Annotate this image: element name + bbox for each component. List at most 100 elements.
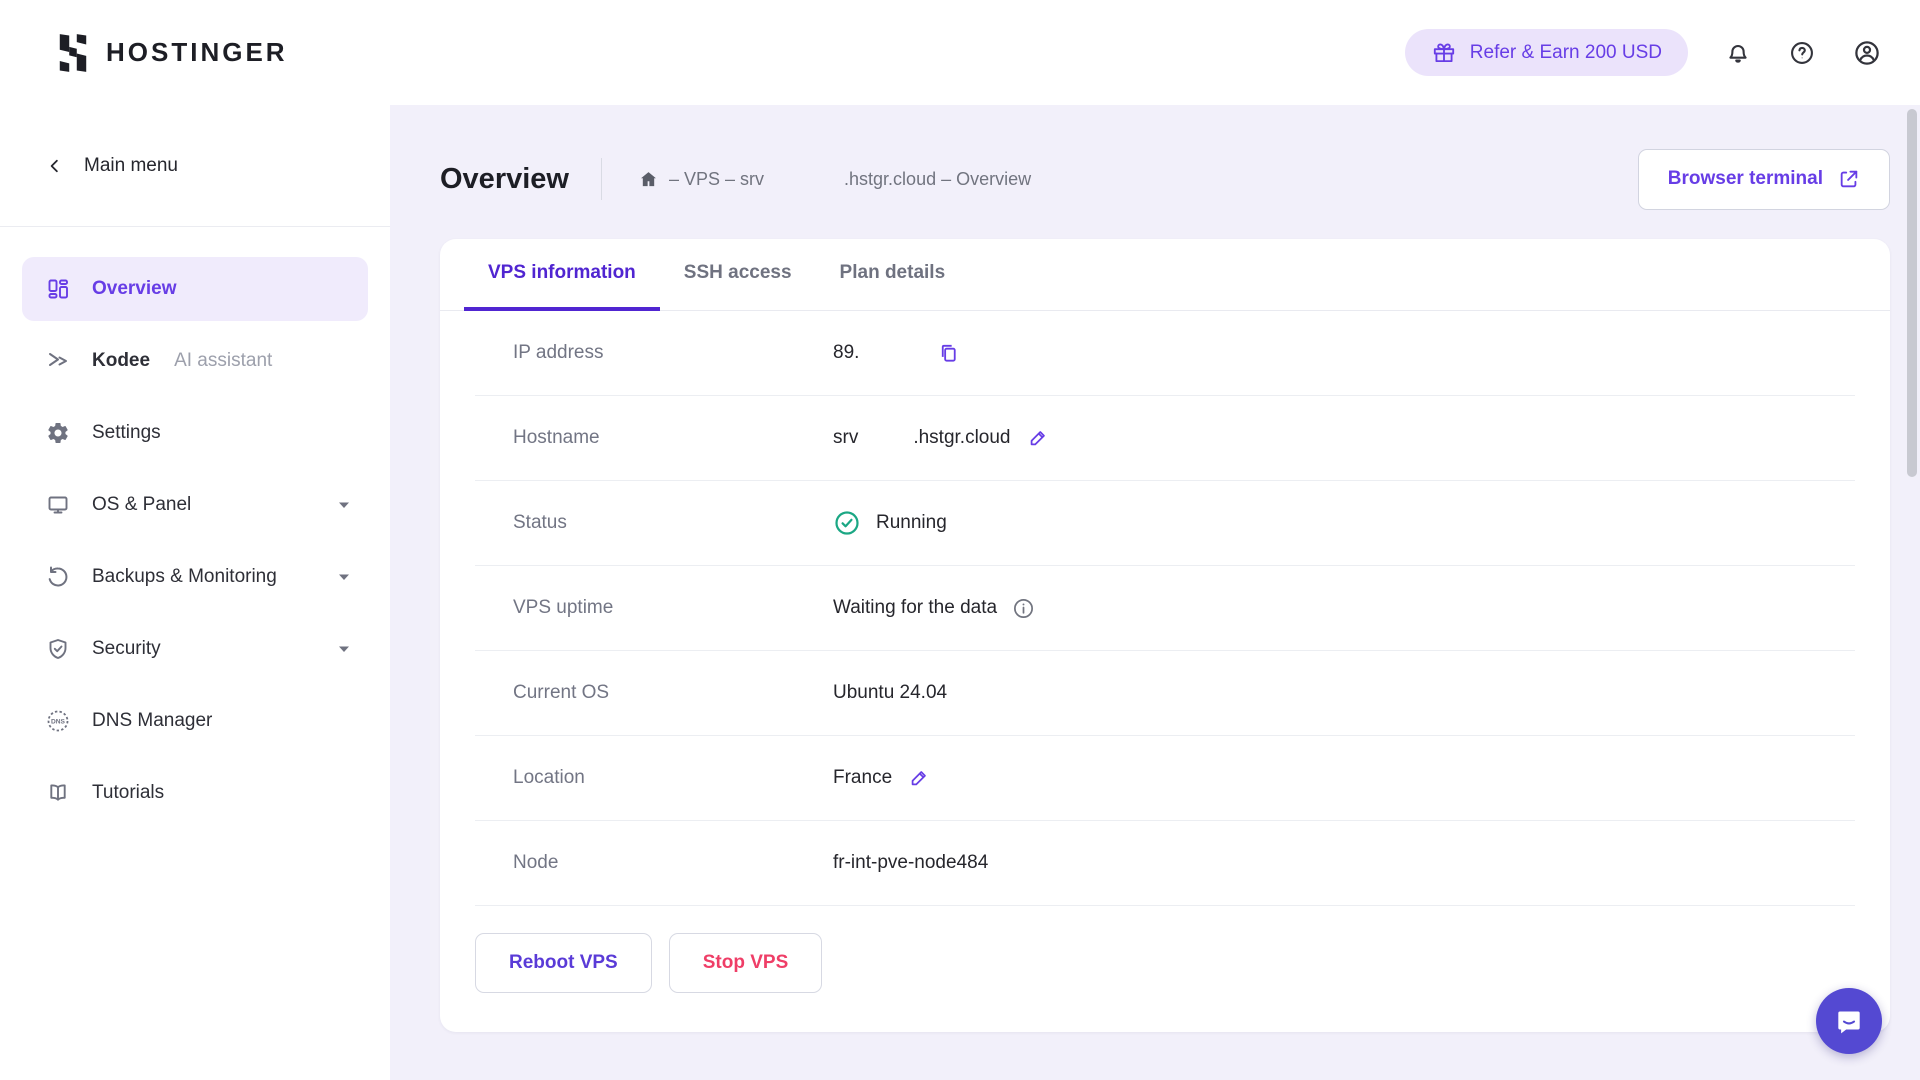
hostinger-logo[interactable]: HOSTINGER [56, 33, 288, 72]
sidebar-item-label: Security [92, 638, 161, 659]
tab-label: SSH access [683, 262, 792, 283]
tab-plan-details[interactable]: Plan details [816, 239, 970, 311]
tab-label: VPS information [488, 262, 636, 283]
row-label: Status [513, 512, 567, 533]
chevron-down-icon [338, 645, 350, 653]
browser-terminal-button[interactable]: Browser terminal [1637, 148, 1890, 210]
monitor-icon [46, 493, 70, 517]
info-icon[interactable] [1012, 597, 1035, 620]
row-current-os: Current OS Ubuntu 24.04 [475, 651, 1855, 736]
external-link-icon [1838, 168, 1860, 190]
main-content: Overview – VPS – srv .hstgr.cloud – Over… [390, 105, 1920, 1080]
sidebar-item-label: Tutorials [92, 782, 165, 803]
refer-earn-button[interactable]: Refer & Earn 200 USD [1404, 29, 1688, 76]
ip-address-value: 89. [833, 342, 860, 363]
sidebar-item-label: OS & Panel [92, 494, 192, 515]
tab-label: Plan details [839, 262, 946, 283]
help-button[interactable] [1788, 39, 1816, 67]
divider [600, 158, 602, 200]
row-label: IP address [513, 342, 604, 363]
sidebar-item-security[interactable]: Security [22, 617, 368, 681]
sidebar-item-kodee[interactable]: Kodee AI assistant [22, 329, 368, 393]
book-icon [46, 781, 70, 805]
page-title: Overview [440, 162, 569, 195]
profile-icon [1852, 38, 1882, 68]
uptime-value: Waiting for the data [833, 597, 998, 618]
sidebar-item-os-panel[interactable]: OS & Panel [22, 473, 368, 537]
refer-earn-label: Refer & Earn 200 USD [1469, 41, 1662, 63]
check-circle-icon [833, 509, 861, 537]
tabs: VPS information SSH access Plan details [440, 239, 1890, 311]
row-status: Status Running [475, 481, 1855, 566]
vps-info-card: VPS information SSH access Plan details … [440, 239, 1890, 1032]
sidebar-item-settings[interactable]: Settings [22, 401, 368, 465]
gift-icon [1431, 40, 1457, 66]
sidebar-item-label: Kodee [92, 350, 151, 371]
sidebar-item-label: DNS Manager [92, 710, 213, 731]
sidebar: Main menu Overview Kodee AI a [0, 105, 390, 1080]
dns-globe-icon: DNS [46, 709, 70, 733]
tab-vps-information[interactable]: VPS information [464, 239, 660, 311]
row-label: Location [513, 767, 585, 788]
hostname-suffix: .hstgr.cloud [913, 427, 1011, 448]
restore-icon [46, 565, 70, 589]
sidebar-item-sublabel: AI assistant [174, 350, 273, 371]
breadcrumb: – VPS – srv .hstgr.cloud – Overview [638, 169, 1031, 190]
row-label: Node [513, 852, 559, 873]
profile-button[interactable] [1852, 38, 1882, 68]
row-label: VPS uptime [513, 597, 614, 618]
sidebar-item-label: Backups & Monitoring [92, 566, 277, 587]
status-badge: Running [876, 512, 947, 533]
sidebar-item-label: Settings [92, 422, 161, 443]
svg-text:DNS: DNS [51, 719, 66, 726]
chat-bubble-icon [1831, 1003, 1867, 1039]
copy-icon[interactable] [937, 342, 960, 365]
stop-vps-button[interactable]: Stop VPS [668, 933, 823, 993]
breadcrumb-text-1: – VPS – srv [668, 168, 765, 189]
row-label: Current OS [513, 682, 610, 703]
sidebar-nav: Overview Kodee AI assistant Settings [0, 227, 390, 825]
browser-terminal-label: Browser terminal [1667, 168, 1823, 189]
node-value: fr-int-pve-node484 [833, 852, 989, 873]
top-header: HOSTINGER Refer & Earn 200 USD [0, 0, 1920, 105]
breadcrumb-text-2: .hstgr.cloud – Overview [844, 168, 1032, 189]
stop-vps-label: Stop VPS [702, 952, 789, 973]
row-node: Node fr-int-pve-node484 [475, 821, 1855, 906]
help-icon [1788, 39, 1816, 67]
edit-pencil-icon[interactable] [1027, 427, 1049, 449]
tab-ssh-access[interactable]: SSH access [660, 239, 816, 311]
row-hostname: Hostname srv .hstgr.cloud [475, 396, 1855, 481]
chevron-down-icon [338, 501, 350, 509]
bell-icon [1724, 39, 1752, 67]
sidebar-item-backups-monitoring[interactable]: Backups & Monitoring [22, 545, 368, 609]
brand-name: HOSTINGER [106, 37, 288, 67]
row-vps-uptime: VPS uptime Waiting for the data [475, 566, 1855, 651]
kodee-icon [46, 349, 70, 373]
sidebar-item-label: Overview [92, 278, 177, 299]
dashboard-icon [46, 277, 70, 301]
vps-actions: Reboot VPS Stop VPS [475, 933, 1890, 993]
sidebar-item-overview[interactable]: Overview [22, 257, 368, 321]
scrollbar-thumb[interactable] [1907, 109, 1917, 477]
sidebar-item-dns-manager[interactable]: DNS DNS Manager [22, 689, 368, 753]
main-menu-back[interactable]: Main menu [0, 105, 390, 227]
hostinger-logo-icon [56, 33, 90, 72]
home-icon[interactable] [638, 169, 659, 190]
shield-check-icon [46, 637, 70, 661]
location-value: France [833, 767, 893, 788]
chat-widget-button[interactable] [1816, 988, 1882, 1054]
row-ip-address: IP address 89. [475, 311, 1855, 396]
sidebar-item-tutorials[interactable]: Tutorials [22, 761, 368, 825]
gear-icon [46, 421, 70, 445]
vps-details-table: IP address 89. Hostname srv [475, 311, 1855, 906]
main-menu-label: Main menu [84, 154, 178, 176]
page-header: Overview – VPS – srv .hstgr.cloud – Over… [440, 147, 1890, 211]
notifications-button[interactable] [1724, 39, 1752, 67]
reboot-vps-label: Reboot VPS [509, 952, 618, 973]
os-value: Ubuntu 24.04 [833, 682, 948, 703]
chevron-left-icon [46, 157, 64, 175]
reboot-vps-button[interactable]: Reboot VPS [475, 933, 652, 993]
edit-pencil-icon[interactable] [908, 767, 930, 789]
hostname-prefix: srv [833, 427, 859, 448]
scrollbar[interactable] [1904, 105, 1920, 1080]
